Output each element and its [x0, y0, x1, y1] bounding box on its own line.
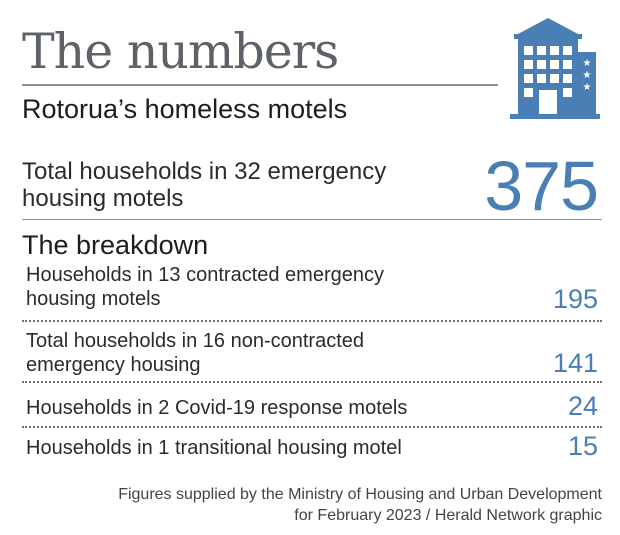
- title-divider: [22, 84, 498, 86]
- total-label: Total households in 32 emergency housing…: [22, 158, 387, 212]
- row-label: Households in 2 Covid-19 response motels: [26, 397, 408, 419]
- row-label: Households in 1 transitional housing mot…: [26, 437, 402, 459]
- row-value: 141: [552, 348, 598, 378]
- hotel-building-icon: ★ ★ ★: [510, 18, 600, 119]
- total-divider: [22, 219, 602, 220]
- row-label: Households in 13 contracted emergency ho…: [26, 264, 384, 310]
- row-label: Total households in 16 non-contracted em…: [26, 330, 365, 376]
- row-divider: [22, 320, 602, 322]
- row-value: 24: [567, 391, 598, 421]
- row-value: 195: [552, 284, 598, 314]
- page-title: The numbers: [22, 23, 339, 80]
- row-divider: [22, 381, 602, 383]
- row-divider: [22, 426, 602, 428]
- svg-text:★: ★: [583, 82, 592, 93]
- total-value: 375: [484, 147, 599, 225]
- row-value: 15: [567, 431, 598, 461]
- source-note: Figures supplied by the Ministry of Hous…: [118, 486, 602, 524]
- svg-text:★: ★: [583, 70, 592, 81]
- svg-text:★: ★: [583, 58, 592, 69]
- breakdown-title: The breakdown: [22, 230, 209, 260]
- page-subtitle: Rotorua’s homeless motels: [22, 94, 348, 124]
